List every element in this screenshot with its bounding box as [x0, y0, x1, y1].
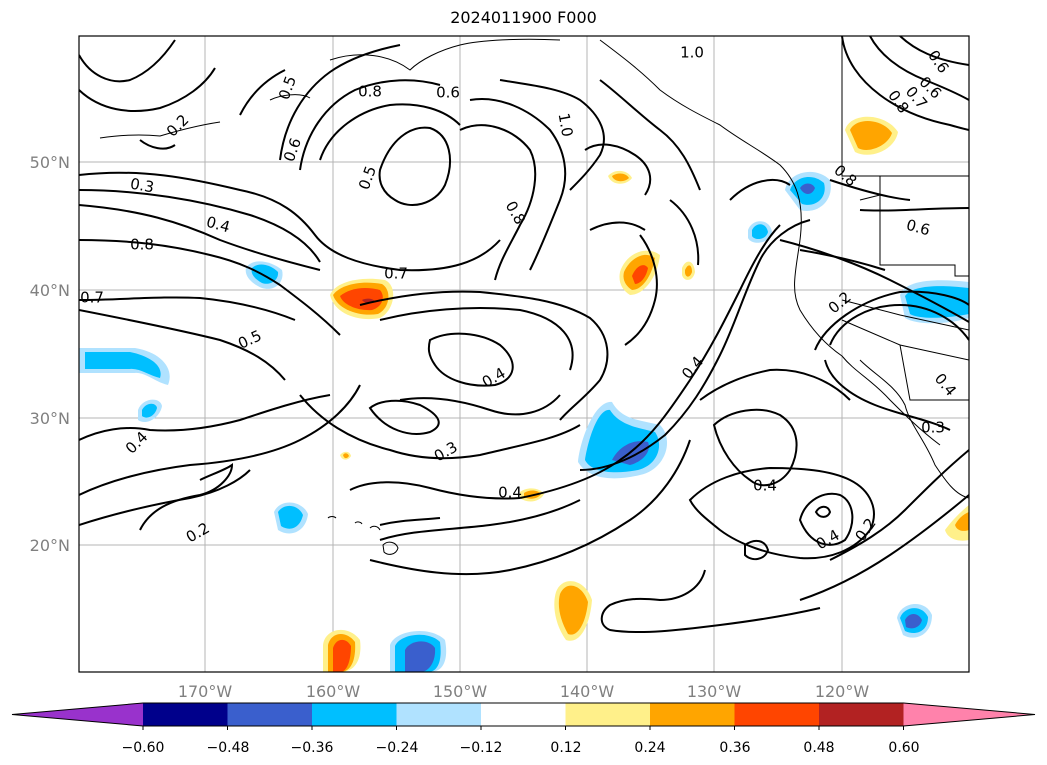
contour-label: 0.7: [80, 289, 104, 307]
colorbar-tick-label: 0.36: [719, 740, 750, 756]
contour-label: 1.0: [555, 112, 577, 139]
map-frame: [78, 35, 970, 673]
lon-label: 150°W: [433, 682, 488, 701]
contour-label: 0.4: [498, 484, 522, 502]
contour-label: 0.7: [384, 265, 408, 283]
gridlines: [79, 36, 969, 672]
contour-label: 0.6: [436, 84, 460, 102]
map-panel: [79, 36, 969, 672]
contour-label: 0.4: [204, 213, 232, 237]
colorbar-tick-label: −0.24: [376, 740, 419, 756]
contour-label: 0.6: [904, 216, 932, 240]
map-title: 2024011900 F000: [450, 8, 597, 27]
colorbar-tick-label: −0.60: [122, 740, 165, 756]
lat-label: 40°N: [30, 281, 70, 300]
lon-label: 170°W: [178, 682, 233, 701]
colorbar-segment: [143, 703, 228, 726]
contour-label: 0.3: [921, 419, 945, 437]
colorbar-segment: [650, 703, 735, 726]
lat-label: 50°N: [30, 153, 70, 172]
colorbar-segment: [819, 703, 904, 726]
colorbar-tick-label: 0.48: [803, 740, 834, 756]
hawaii-islands: [327, 516, 399, 555]
colorbar-segment: [227, 703, 313, 726]
colorbar-tick-label: −0.12: [460, 740, 503, 756]
lon-label: 130°W: [687, 682, 742, 701]
lat-label: 20°N: [30, 536, 70, 555]
colorbar: [11, 702, 1036, 730]
lon-label: 160°W: [306, 682, 361, 701]
lon-label: 140°W: [560, 682, 615, 701]
filled-contours: [79, 116, 969, 672]
colorbar-tick-labels: −0.60 −0.48 −0.36 −0.24 −0.12 0.12 0.24 …: [122, 740, 920, 756]
contour-label: 0.4: [753, 477, 777, 495]
colorbar-tick-label: 0.12: [550, 740, 581, 756]
colorbar-tick-label: 0.24: [634, 740, 665, 756]
contour-label: 0.3: [129, 175, 156, 197]
colorbar-segment: [734, 703, 820, 726]
lon-label: 120°W: [815, 682, 870, 701]
colorbar-segment: [481, 703, 566, 726]
contour-lines: [79, 36, 969, 634]
colorbar-segment: [396, 703, 482, 726]
lat-label: 30°N: [30, 409, 70, 428]
colorbar-extend-min: [12, 703, 143, 726]
longitude-labels: 170°W 160°W 150°W 140°W 130°W 120°W: [178, 682, 870, 701]
colorbar-tick-label: −0.48: [207, 740, 250, 756]
colorbar-extend-max: [903, 703, 1035, 726]
latitude-labels: 50°N 40°N 30°N 20°N: [30, 153, 70, 555]
colorbar-tick-label: 0.60: [888, 740, 919, 756]
contour-label: 1.0: [680, 44, 704, 62]
contour-label: 0.8: [358, 83, 382, 101]
contour-label: 0.8: [130, 236, 154, 254]
colorbar-segment: [565, 703, 651, 726]
colorbar-segment: [312, 703, 397, 726]
colorbar-tick-label: −0.36: [291, 740, 334, 756]
